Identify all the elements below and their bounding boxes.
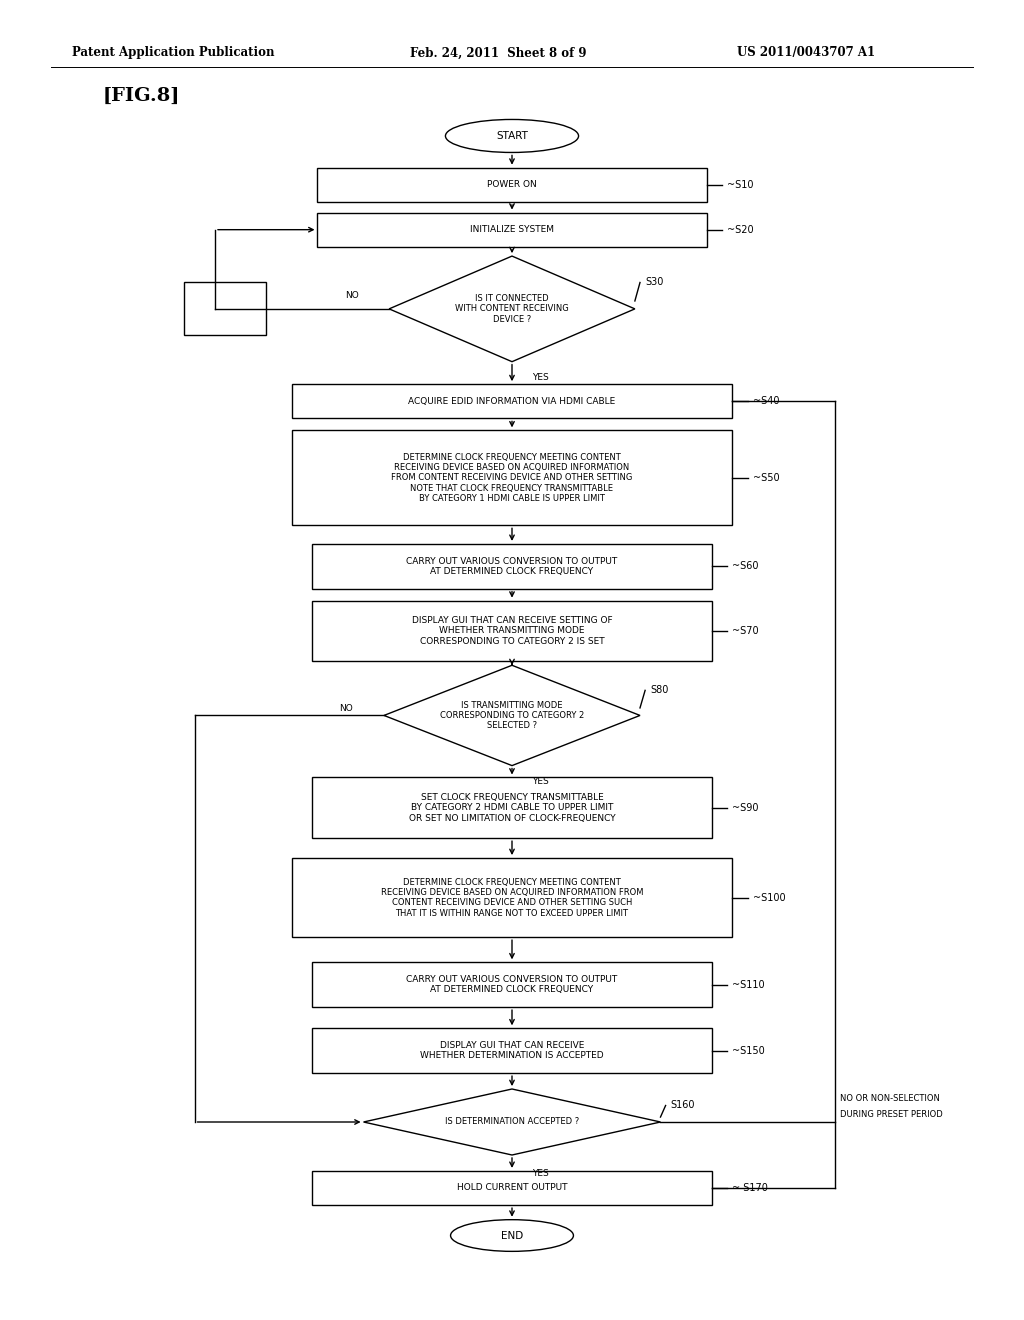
- Text: DISPLAY GUI THAT CAN RECEIVE SETTING OF
WHETHER TRANSMITTING MODE
CORRESPONDING : DISPLAY GUI THAT CAN RECEIVE SETTING OF …: [412, 616, 612, 645]
- Text: NO: NO: [340, 705, 353, 713]
- Text: [FIG.8]: [FIG.8]: [102, 87, 180, 106]
- Text: CARRY OUT VARIOUS CONVERSION TO OUTPUT
AT DETERMINED CLOCK FREQUENCY: CARRY OUT VARIOUS CONVERSION TO OUTPUT A…: [407, 975, 617, 994]
- Polygon shape: [389, 256, 635, 362]
- Text: ~S10: ~S10: [727, 180, 754, 190]
- Bar: [312, 544, 712, 589]
- Text: YES: YES: [532, 1170, 549, 1177]
- Text: ~ S170: ~ S170: [732, 1183, 768, 1193]
- Text: ~S50: ~S50: [753, 473, 779, 483]
- Text: YES: YES: [532, 777, 549, 785]
- Text: Feb. 24, 2011  Sheet 8 of 9: Feb. 24, 2011 Sheet 8 of 9: [410, 46, 586, 59]
- Text: DURING PRESET PERIOD: DURING PRESET PERIOD: [840, 1110, 942, 1118]
- Bar: [312, 1171, 712, 1205]
- Text: DETERMINE CLOCK FREQUENCY MEETING CONTENT
RECEIVING DEVICE BASED ON ACQUIRED INF: DETERMINE CLOCK FREQUENCY MEETING CONTEN…: [391, 453, 633, 503]
- Text: HOLD CURRENT OUTPUT: HOLD CURRENT OUTPUT: [457, 1184, 567, 1192]
- Text: US 2011/0043707 A1: US 2011/0043707 A1: [737, 46, 876, 59]
- Text: IS TRANSMITTING MODE
CORRESPONDING TO CATEGORY 2
SELECTED ?: IS TRANSMITTING MODE CORRESPONDING TO CA…: [440, 701, 584, 730]
- Text: ~S60: ~S60: [732, 561, 759, 572]
- Bar: [292, 858, 732, 937]
- Text: POWER ON: POWER ON: [487, 181, 537, 189]
- Text: S80: S80: [650, 685, 669, 696]
- Text: ACQUIRE EDID INFORMATION VIA HDMI CABLE: ACQUIRE EDID INFORMATION VIA HDMI CABLE: [409, 397, 615, 405]
- Text: ~S90: ~S90: [732, 803, 759, 813]
- Bar: [312, 777, 712, 838]
- Text: DISPLAY GUI THAT CAN RECEIVE
WHETHER DETERMINATION IS ACCEPTED: DISPLAY GUI THAT CAN RECEIVE WHETHER DET…: [420, 1041, 604, 1060]
- Text: S30: S30: [645, 277, 664, 288]
- Text: START: START: [496, 131, 528, 141]
- Text: CARRY OUT VARIOUS CONVERSION TO OUTPUT
AT DETERMINED CLOCK FREQUENCY: CARRY OUT VARIOUS CONVERSION TO OUTPUT A…: [407, 557, 617, 576]
- Text: ~S70: ~S70: [732, 626, 759, 636]
- Text: IS DETERMINATION ACCEPTED ?: IS DETERMINATION ACCEPTED ?: [444, 1118, 580, 1126]
- Bar: [312, 962, 712, 1007]
- Text: ~S150: ~S150: [732, 1045, 765, 1056]
- Bar: [317, 213, 707, 247]
- Text: Patent Application Publication: Patent Application Publication: [72, 46, 274, 59]
- Text: S160: S160: [671, 1101, 695, 1110]
- Text: SET CLOCK FREQUENCY TRANSMITTABLE
BY CATEGORY 2 HDMI CABLE TO UPPER LIMIT
OR SET: SET CLOCK FREQUENCY TRANSMITTABLE BY CAT…: [409, 793, 615, 822]
- Text: ~S40: ~S40: [753, 396, 779, 407]
- Text: YES: YES: [532, 374, 549, 381]
- Ellipse shape: [445, 120, 579, 153]
- Text: ~S20: ~S20: [727, 224, 754, 235]
- Bar: [312, 1028, 712, 1073]
- Ellipse shape: [451, 1220, 573, 1251]
- Polygon shape: [384, 665, 640, 766]
- Bar: [312, 601, 712, 661]
- Polygon shape: [364, 1089, 660, 1155]
- Text: INITIALIZE SYSTEM: INITIALIZE SYSTEM: [470, 226, 554, 234]
- Text: NO: NO: [345, 292, 358, 300]
- Bar: [292, 430, 732, 525]
- Bar: [184, 282, 266, 335]
- Text: DETERMINE CLOCK FREQUENCY MEETING CONTENT
RECEIVING DEVICE BASED ON ACQUIRED INF: DETERMINE CLOCK FREQUENCY MEETING CONTEN…: [381, 878, 643, 917]
- Text: ~S110: ~S110: [732, 979, 765, 990]
- Text: ~S100: ~S100: [753, 892, 785, 903]
- Bar: [317, 168, 707, 202]
- Text: IS IT CONNECTED
WITH CONTENT RECEIVING
DEVICE ?: IS IT CONNECTED WITH CONTENT RECEIVING D…: [455, 294, 569, 323]
- Bar: [292, 384, 732, 418]
- Text: END: END: [501, 1230, 523, 1241]
- Text: NO OR NON-SELECTION: NO OR NON-SELECTION: [840, 1094, 940, 1102]
